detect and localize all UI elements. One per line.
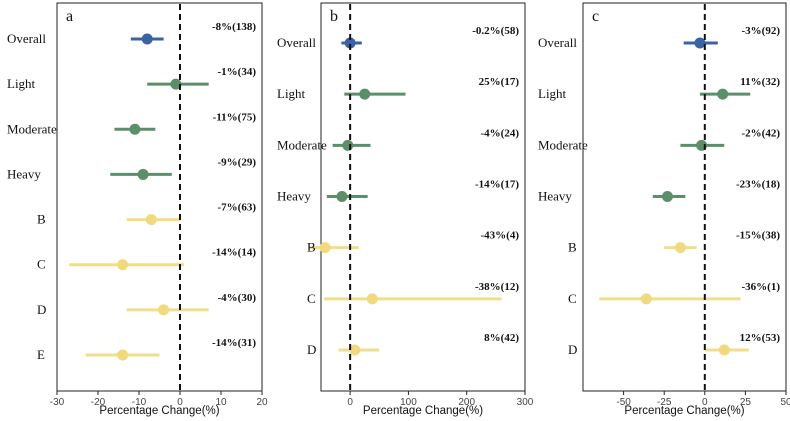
category-label: Light [538, 86, 567, 101]
x-tick-label: 20 [256, 397, 268, 408]
point-estimate [141, 33, 153, 45]
category-label: Overall [7, 31, 46, 46]
x-axis-title: Percentage Change(%) [363, 405, 483, 417]
category-label: Light [277, 86, 306, 101]
category-label: Heavy [277, 189, 311, 204]
category-label: B [307, 240, 316, 255]
plot-frame [56, 2, 263, 392]
x-tick-label: 0 [177, 397, 183, 408]
category-label: Heavy [7, 166, 41, 181]
category-label: Overall [538, 35, 577, 50]
effect-annotation: 8%(42) [484, 332, 519, 344]
effect-annotation: -0.2%(58) [472, 25, 519, 37]
point-estimate [336, 191, 348, 202]
x-tick-label: 0 [702, 397, 708, 408]
category-label: Moderate [7, 121, 57, 136]
point-estimate [366, 293, 378, 305]
point-estimate [117, 349, 129, 361]
effect-annotation: -23%(18) [736, 179, 780, 191]
effect-annotation: -8%(138) [212, 21, 256, 33]
x-axis-title: Percentage Change(%) [99, 405, 219, 417]
point-estimate [129, 123, 141, 135]
point-estimate [344, 37, 356, 49]
category-label: D [568, 342, 577, 357]
point-estimate [640, 293, 652, 305]
effect-annotation: 12%(53) [740, 332, 781, 344]
point-estimate [661, 191, 673, 202]
x-tick-label: 50 [780, 397, 790, 408]
category-label: B [37, 212, 46, 227]
category-label: D [37, 302, 46, 317]
x-tick-label: 200 [458, 397, 475, 408]
x-tick-label: 100 [400, 397, 417, 408]
x-tick-label: -50 [616, 397, 631, 408]
point-estimate [137, 168, 149, 180]
effect-annotation: -3%(92) [742, 25, 781, 37]
x-tick-label: -30 [50, 397, 65, 408]
effect-annotation: -14%(17) [475, 179, 519, 191]
point-estimate [319, 242, 331, 254]
point-estimate [718, 344, 730, 356]
category-label: Heavy [538, 189, 572, 204]
effect-annotation: -11%(75) [213, 111, 257, 123]
category-label: D [307, 342, 316, 357]
effect-annotation: -1%(34) [218, 66, 257, 78]
effect-annotation: 25%(17) [479, 76, 520, 88]
point-estimate [170, 78, 182, 90]
x-tick-label: -20 [91, 397, 106, 408]
effect-annotation: -36%(1) [742, 281, 781, 293]
point-estimate [342, 139, 354, 151]
x-axis-title: Percentage Change(%) [624, 405, 744, 417]
x-tick-label: 300 [517, 397, 534, 408]
effect-annotation: -4%(24) [481, 127, 520, 139]
category-label: Overall [277, 35, 316, 50]
effect-annotation: 11%(32) [740, 76, 780, 88]
point-estimate [694, 37, 706, 49]
plot-frame [582, 2, 787, 392]
plot-frame [320, 2, 526, 392]
point-estimate [158, 304, 170, 316]
x-tick-label: -25 [657, 397, 672, 408]
panel-a: a Overall -8%(138) Light -1%(34) Moderate -11%… [7, 2, 268, 417]
point-estimate [145, 214, 157, 226]
x-tick-label: 25 [740, 397, 752, 408]
category-label: C [37, 257, 46, 272]
point-estimate [349, 344, 361, 356]
panel-letter: b [330, 8, 338, 25]
effect-annotation: -9%(29) [218, 156, 257, 168]
x-tick-label: 10 [215, 397, 227, 408]
category-label: Moderate [538, 137, 588, 152]
x-tick-label: 0 [347, 397, 353, 408]
point-estimate [117, 259, 129, 271]
point-estimate [717, 88, 729, 100]
panel-letter: a [66, 8, 73, 25]
category-label: B [568, 240, 577, 255]
x-tick-label: -10 [132, 397, 147, 408]
effect-annotation: -14%(31) [212, 337, 256, 349]
point-estimate [359, 88, 371, 100]
category-label: Light [7, 76, 36, 91]
effect-annotation: -7%(63) [218, 202, 257, 214]
effect-annotation: -2%(42) [742, 127, 781, 139]
effect-annotation: -14%(14) [212, 247, 256, 259]
effect-annotation: -4%(30) [218, 292, 257, 304]
panel-c: c Overall -3%(92) Light 11%(32) Moderate -2%(4… [538, 2, 790, 417]
category-label: C [307, 291, 316, 306]
effect-annotation: -43%(4) [481, 230, 520, 242]
effect-annotation: -15%(38) [736, 230, 780, 242]
panel-letter: c [592, 8, 599, 25]
category-label: E [37, 347, 45, 362]
effect-annotation: -38%(12) [475, 281, 519, 293]
category-label: C [568, 291, 577, 306]
point-estimate [674, 242, 686, 254]
category-label: Moderate [277, 137, 327, 152]
panel-b: b Overall -0.2%(58) Light 25%(17) Moderate -4%… [277, 2, 534, 417]
